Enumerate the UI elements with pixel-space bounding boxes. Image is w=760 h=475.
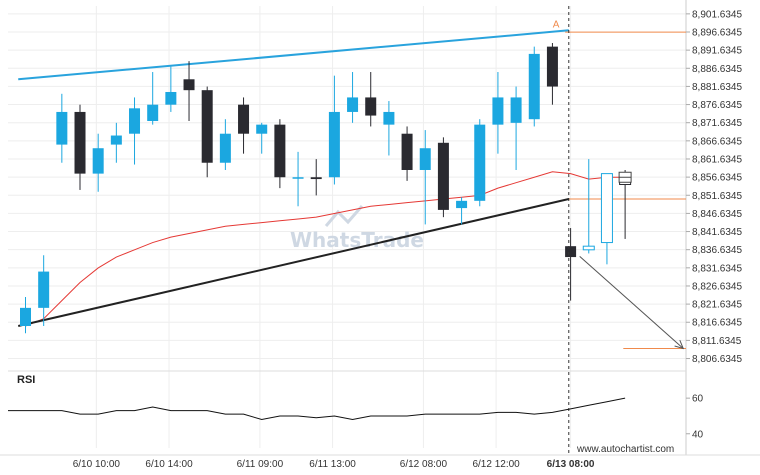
candle-body	[600, 173, 613, 244]
candle-body	[492, 97, 504, 125]
x-axis: 6/10 10:00 6/10 14:00 6/11 09:00 6/11 13:00…	[73, 459, 595, 470]
candle-body	[201, 90, 213, 163]
source-label: www.autochartist.com	[576, 444, 674, 455]
x-tick-label: 6/13 08:00	[547, 459, 595, 470]
forecast-arrow	[579, 255, 685, 350]
candle-body	[38, 271, 50, 308]
candle-body	[565, 246, 577, 258]
candle-body	[256, 124, 268, 134]
rsi-tick-label: 40	[692, 429, 704, 440]
rsi-line	[8, 397, 626, 421]
x-tick-label: 6/12 08:00	[400, 459, 448, 470]
candle-body	[582, 245, 595, 251]
y-tick-label: 8,836.6345	[692, 245, 742, 256]
candle-body	[147, 104, 159, 122]
y-tick-label: 8,841.6345	[692, 227, 742, 238]
y-tick-label: 8,861.6345	[692, 154, 742, 165]
y-tick-label: 8,811.6345	[692, 336, 742, 347]
y-tick-label: 8,856.6345	[692, 173, 742, 184]
x-tick-label: 6/10 10:00	[73, 459, 121, 470]
candle-body	[20, 307, 31, 327]
candles	[20, 43, 632, 334]
candle-body	[310, 177, 322, 180]
y-tick-label: 8,886.6345	[692, 64, 742, 75]
y-tick-label: 8,876.6345	[692, 100, 742, 111]
event-marker: A	[553, 6, 570, 455]
watermark: WhatsTrade	[290, 205, 424, 252]
trend-lines	[18, 29, 570, 327]
candle-body	[365, 97, 377, 116]
y-tick-label: 8,826.6345	[692, 281, 742, 292]
candle-body	[328, 111, 340, 178]
candle-body	[165, 91, 177, 105]
candle-body	[274, 124, 286, 178]
y-tick-label: 8,816.6345	[692, 318, 742, 329]
candle-body	[383, 111, 395, 125]
forecast-arrow-line	[579, 255, 684, 349]
candle-body	[292, 177, 304, 179]
pattern-marker: A	[553, 19, 560, 30]
candle-body	[528, 53, 540, 120]
y-axis: 8,901.6345 8,896.6345 8,891.6345 8,886.6345…	[686, 9, 742, 365]
candle-body	[56, 111, 68, 145]
candle-body	[129, 108, 141, 134]
moving-average	[25, 171, 626, 327]
candle-body	[401, 133, 413, 170]
resistance-line	[18, 29, 569, 81]
x-tick-label: 6/12 12:00	[472, 459, 520, 470]
moving-average-line	[25, 171, 626, 327]
candle-body	[456, 200, 468, 209]
y-tick-label: 8,821.6345	[692, 300, 742, 311]
y-tick-label: 8,881.6345	[692, 82, 742, 93]
y-tick-label: 8,891.6345	[692, 46, 742, 57]
y-tick-label: 8,901.6345	[692, 9, 742, 20]
candle-body	[474, 124, 486, 201]
y-tick-label: 8,831.6345	[692, 263, 742, 274]
candle-body	[437, 142, 449, 210]
rsi-tick-label: 60	[692, 394, 704, 405]
candle-body	[546, 46, 558, 87]
rsi-panel: RSI 60 40	[8, 374, 704, 440]
candle-body	[419, 148, 431, 170]
candle-body	[238, 104, 250, 134]
y-tick-label: 8,896.6345	[692, 27, 742, 38]
forecast-arrow-head	[674, 339, 685, 350]
y-tick-label: 8,851.6345	[692, 191, 742, 202]
y-tick-label: 8,866.6345	[692, 136, 742, 147]
candle-body	[74, 111, 86, 174]
x-tick-label: 6/10 14:00	[145, 459, 193, 470]
x-tick-label: 6/11 09:00	[237, 459, 284, 470]
rsi-label: RSI	[17, 374, 35, 386]
candle-body	[183, 79, 195, 91]
y-tick-label: 8,871.6345	[692, 118, 742, 129]
x-tick-label: 6/11 13:00	[309, 459, 356, 470]
y-tick-label: 8,846.6345	[692, 209, 742, 220]
candle-body	[219, 133, 231, 163]
support-line	[18, 198, 570, 327]
watermark-logo-icon	[324, 205, 364, 227]
y-tick-label: 8,806.6345	[692, 354, 742, 365]
candle-body	[92, 148, 104, 174]
candle-body	[510, 97, 522, 123]
candle-body	[110, 135, 122, 145]
candle-body	[347, 97, 359, 112]
